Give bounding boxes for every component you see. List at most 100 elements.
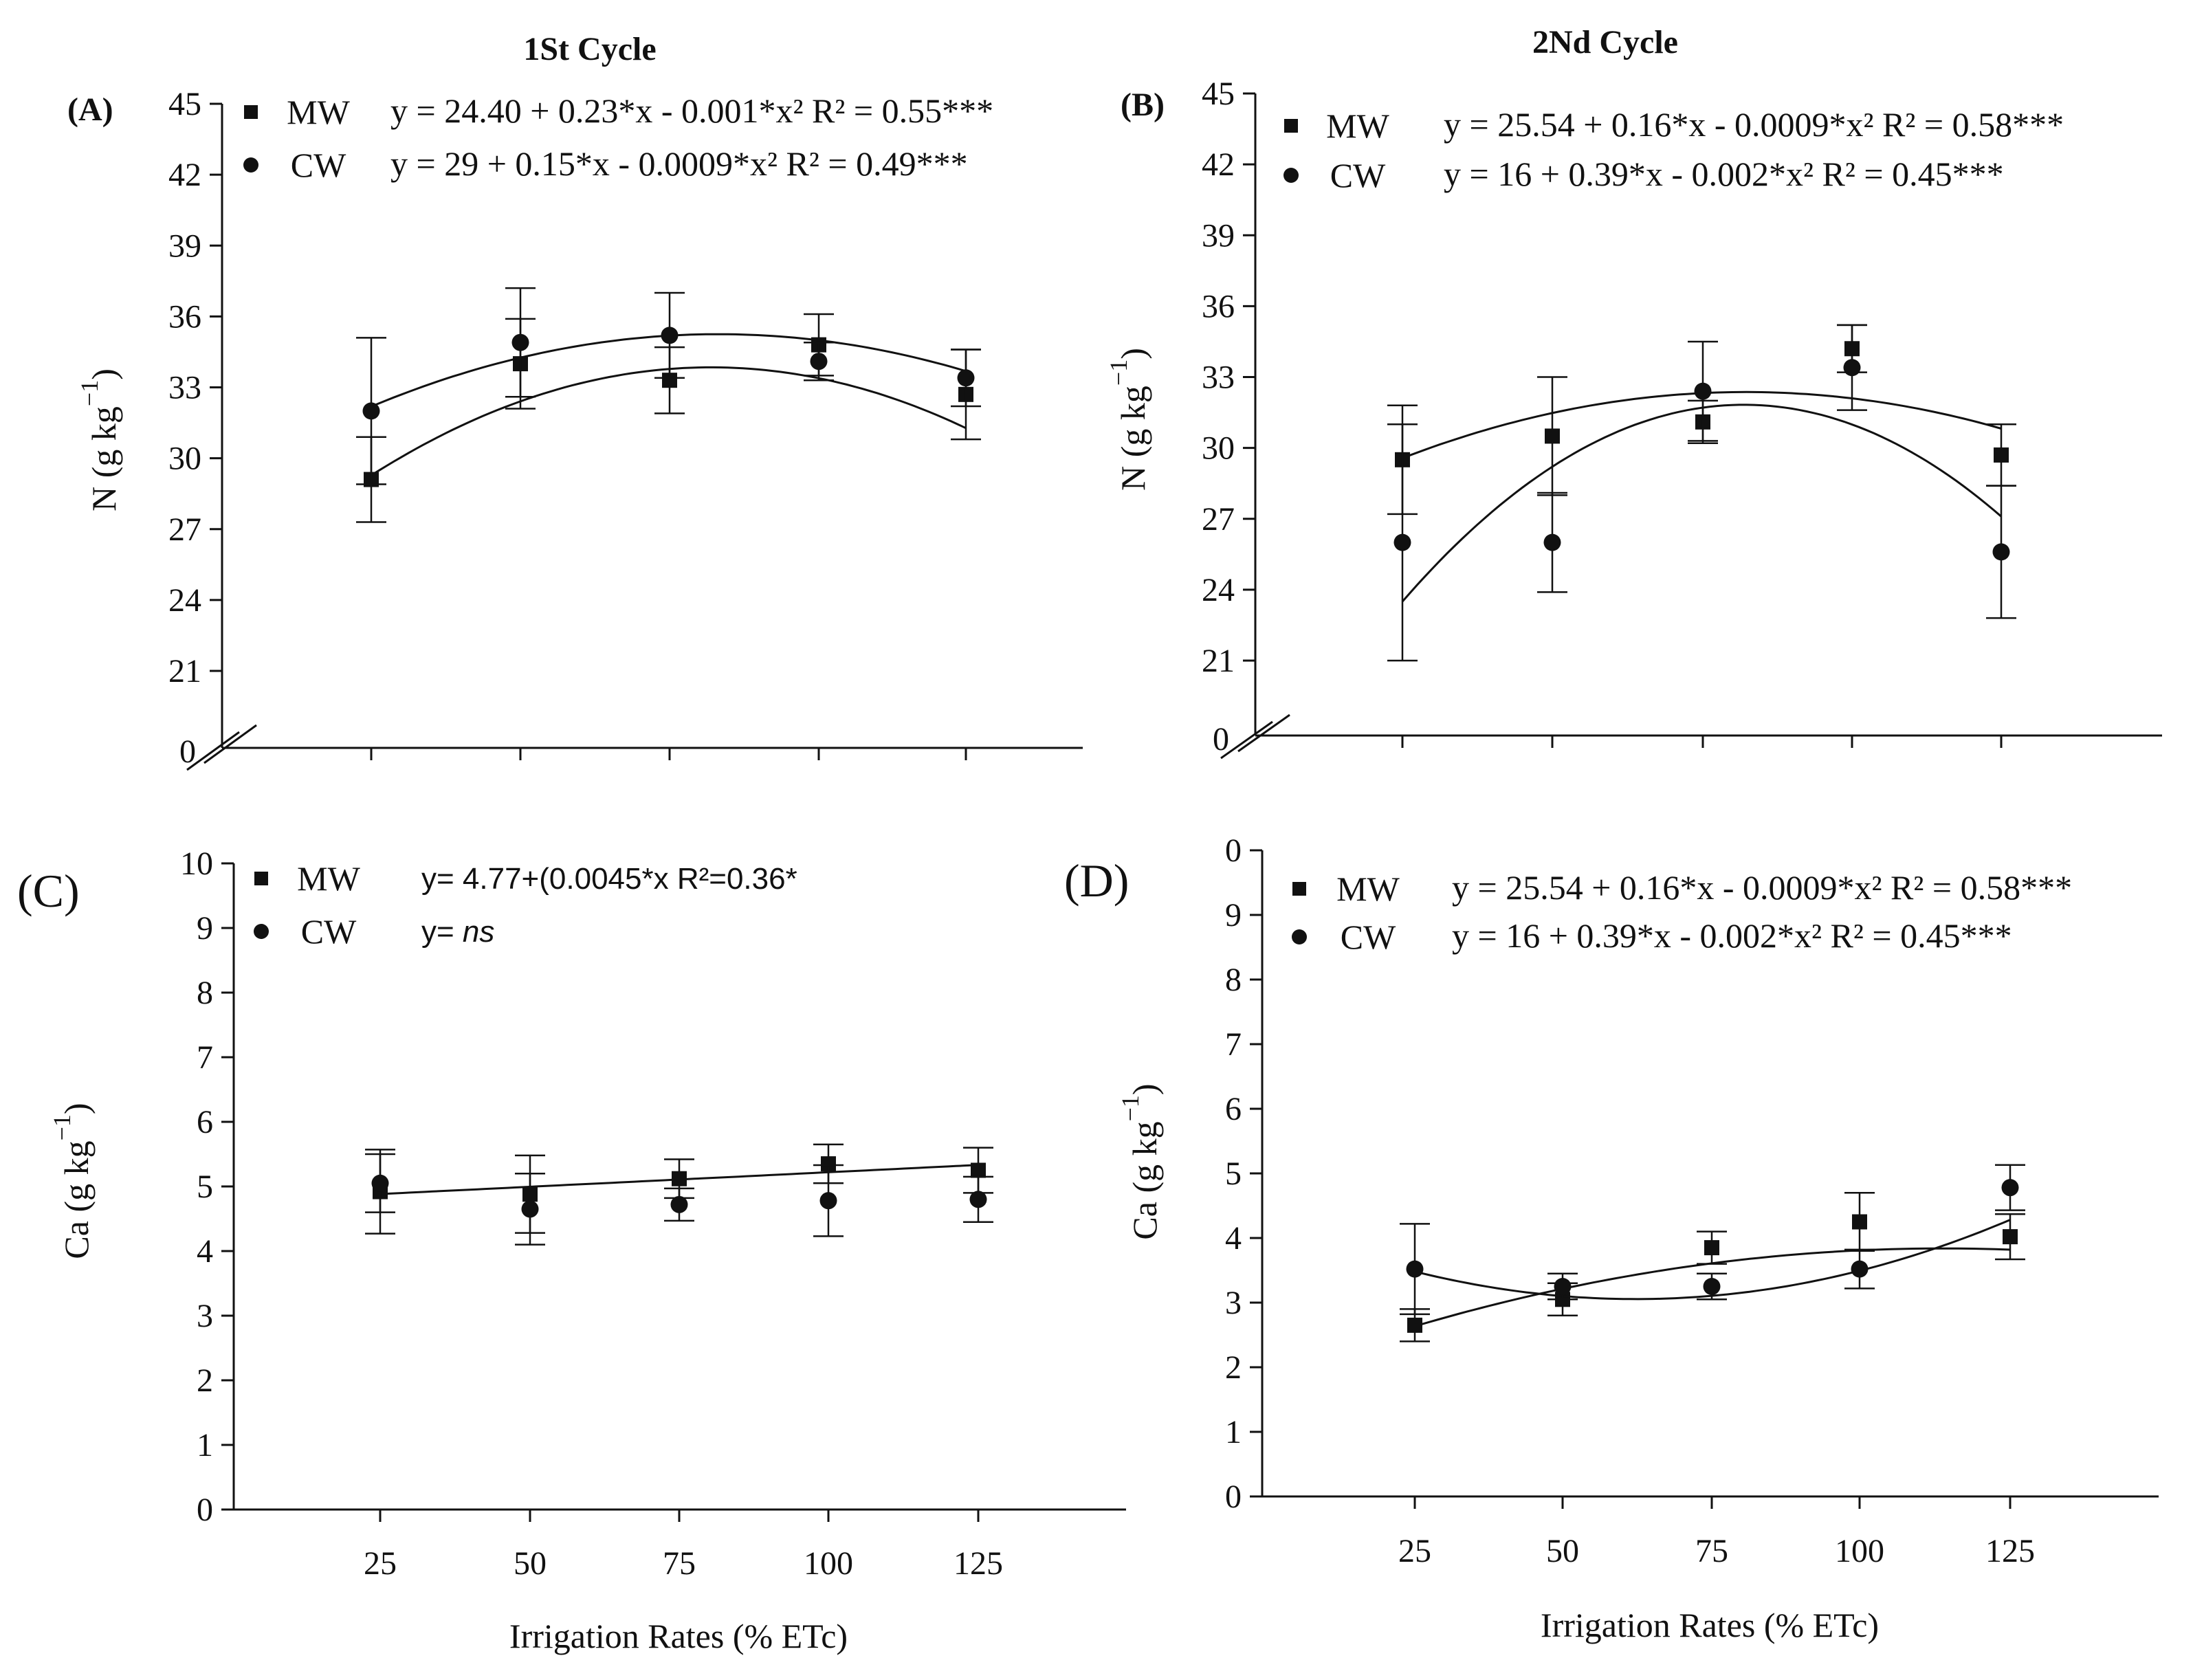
- legend-equation: y = 29 + 0.15*x - 0.0009*x² R² = 0.49***: [390, 144, 968, 183]
- y-tick-label: 8: [197, 975, 213, 1011]
- x-axis-title-right: Irrigation Rates (% ETc): [1541, 1606, 1879, 1644]
- legend-equation-main: y = 29 + 0.15*x - 0.0009*x² R² = 0.49***: [390, 144, 968, 183]
- y-tick-label: 0: [1213, 721, 1229, 758]
- y-tick-label: 10: [180, 845, 213, 882]
- y-tick-label: 21: [1202, 643, 1235, 679]
- y-tick-label: 36: [168, 298, 201, 335]
- y-axis-title-close: ): [85, 368, 123, 380]
- data-point-circle: [1703, 1278, 1721, 1295]
- y-axis-title: Ca (g kg−1): [48, 1103, 96, 1259]
- y-tick-label: 4: [197, 1233, 213, 1270]
- series-mw: MW y = 25.54 + 0.16*x - 0.0009*x² R² = 0.…: [1284, 105, 2064, 516]
- legend-marker-circle: [243, 157, 258, 173]
- axis-break-mark: [1220, 720, 1273, 760]
- cycle-1-title: 1St Cycle: [523, 31, 656, 67]
- panel-label: (D): [1064, 854, 1129, 907]
- y-axis-title-exponent: −1: [1105, 360, 1132, 386]
- legend-equation-main: y = 24.40 + 0.23*x - 0.001*x² R² = 0.55*…: [390, 91, 993, 130]
- x-tick-label: 75: [1695, 1533, 1728, 1569]
- legend-equation-ns: ns: [463, 915, 494, 949]
- x-tick-label: 100: [804, 1545, 853, 1582]
- y-tick-label: 2: [1225, 1349, 1242, 1386]
- data-point-square: [1704, 1240, 1719, 1256]
- legend-equation: y = 25.54 + 0.16*x - 0.0009*x² R² = 0.58…: [1452, 868, 2072, 907]
- y-tick-label: 24: [168, 582, 201, 619]
- data-point-circle: [1694, 382, 1712, 400]
- x-tick-label: 125: [954, 1545, 1003, 1582]
- data-point-square: [672, 1171, 687, 1186]
- y-tick-label: 45: [168, 86, 201, 122]
- y-axis-title-close: ): [1114, 348, 1152, 360]
- y-tick-label: 5: [197, 1169, 213, 1205]
- y-axis-title-base: Ca (g kg: [57, 1140, 96, 1259]
- legend-equation: y = 16 + 0.39*x - 0.002*x² R² = 0.45***: [1452, 916, 2012, 955]
- y-tick-label: 39: [168, 228, 201, 264]
- y-tick-label: 1: [197, 1427, 213, 1463]
- data-point-circle: [521, 1200, 539, 1218]
- data-point-square: [1852, 1214, 1867, 1230]
- panel-a: 0 21 24 27 30 33 36 39 42 45 (A) N (g kg−1) MW y = 24…: [67, 86, 1083, 771]
- data-point-circle: [371, 1174, 389, 1192]
- y-axis-title-exponent: −1: [48, 1114, 76, 1140]
- data-point-circle: [819, 1192, 837, 1210]
- fit-curve-mw: [371, 366, 967, 476]
- y-tick-label: 1: [1225, 1414, 1242, 1450]
- series-cw: CW y = 16 + 0.39*x - 0.002*x² R² = 0.45**…: [1283, 155, 2016, 662]
- y-axis-title-base: Ca (g kg: [1125, 1121, 1164, 1239]
- legend-marker-square: [1292, 882, 1306, 896]
- x-tick-label: 25: [364, 1545, 397, 1582]
- legend-name: CW: [291, 146, 346, 184]
- data-point-circle: [1554, 1278, 1572, 1295]
- legend-marker-square: [244, 105, 258, 119]
- y-tick-label: 2: [197, 1362, 213, 1399]
- y-tick-label: 24: [1202, 572, 1235, 608]
- y-axis-title: N (g kg−1): [76, 368, 123, 511]
- legend-equation: y= 4.77+(0.0045*x R²=0.36*: [421, 862, 797, 896]
- y-tick-label: 0: [179, 733, 196, 770]
- data-point-circle: [810, 353, 828, 371]
- legend-marker-circle: [1283, 168, 1299, 183]
- panel-label: (A): [67, 91, 113, 128]
- data-point-square: [971, 1162, 986, 1178]
- y-tick-label: 30: [168, 441, 201, 477]
- legend-equation: y = 24.40 + 0.23*x - 0.001*x² R² = 0.55*…: [390, 91, 993, 130]
- cycle-2-title: 2Nd Cycle: [1532, 24, 1678, 60]
- data-point-circle: [1543, 533, 1561, 551]
- data-point-circle: [670, 1195, 688, 1213]
- y-tick-label: 9: [197, 910, 213, 947]
- axis-break-mark: [203, 724, 257, 764]
- legend-equation: y = 25.54 + 0.16*x - 0.0009*x² R² = 0.58…: [1444, 105, 2064, 144]
- y-tick-label: 30: [1202, 430, 1235, 467]
- y-axis-title-base: N (g kg: [1114, 386, 1152, 491]
- y-axis-title-close: ): [57, 1103, 96, 1114]
- data-point-circle: [1406, 1260, 1424, 1278]
- y-tick-label: 0: [1225, 832, 1242, 869]
- panel-label: (C): [17, 865, 80, 917]
- y-tick-label: 45: [1202, 76, 1235, 112]
- series-cw: CW y = 29 + 0.15*x - 0.0009*x² R² = 0.49*…: [243, 144, 981, 485]
- x-tick-label: 50: [514, 1545, 547, 1582]
- y-tick-label: 3: [197, 1298, 213, 1334]
- fit-curve-cw: [1401, 404, 2002, 603]
- legend-equation-main: y = 25.54 + 0.16*x - 0.0009*x² R² = 0.58…: [1444, 105, 2064, 144]
- data-point-circle: [2001, 1179, 2019, 1197]
- legend-marker-square: [1284, 119, 1298, 133]
- y-tick-label: 33: [1202, 360, 1235, 396]
- y-tick-label: 27: [1202, 501, 1235, 538]
- axis-break-mark: [1237, 714, 1290, 753]
- y-tick-label: 6: [197, 1104, 213, 1140]
- x-tick-label: 100: [1835, 1533, 1884, 1569]
- data-point-circle: [1851, 1260, 1869, 1278]
- y-tick-label: 27: [168, 511, 201, 548]
- data-point-circle: [1992, 543, 2010, 561]
- data-point-circle: [957, 369, 975, 387]
- y-tick-label: 42: [1202, 146, 1235, 183]
- data-point-square: [1545, 428, 1560, 444]
- data-point-circle: [1843, 359, 1861, 377]
- data-point-square: [1994, 447, 2009, 463]
- legend-name: MW: [1326, 107, 1389, 145]
- y-tick-label: 4: [1225, 1220, 1242, 1257]
- data-point-square: [662, 373, 677, 388]
- panel-b: 0 21 24 27 30 33 36 39 42 45 (B) N (g kg−1) MW y = 25…: [1105, 76, 2162, 760]
